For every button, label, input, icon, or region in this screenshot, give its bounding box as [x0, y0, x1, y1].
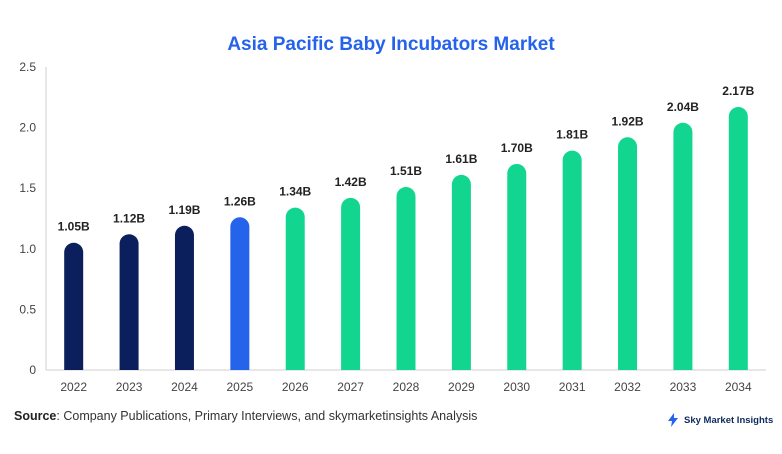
data-label-2030: 1.70B	[501, 141, 533, 155]
bar-2026	[285, 207, 305, 370]
data-label-2025: 1.26B	[224, 194, 256, 208]
x-tick-label-2029: 2029	[448, 380, 475, 394]
bar-2032	[618, 137, 638, 370]
data-label-2024: 1.19B	[168, 203, 200, 217]
data-label-2033: 2.04B	[667, 100, 699, 114]
x-tick-label-2028: 2028	[393, 380, 420, 394]
bar-2028	[396, 186, 416, 370]
data-label-2029: 1.61B	[445, 152, 477, 166]
x-tick-label-2034: 2034	[725, 380, 752, 394]
x-tick-label-2022: 2022	[60, 380, 87, 394]
data-label-2031: 1.81B	[556, 128, 588, 142]
data-label-2032: 1.92B	[612, 114, 644, 128]
data-label-2023: 1.12B	[113, 211, 145, 225]
data-label-2034: 2.17B	[722, 84, 754, 98]
data-label-2027: 1.42B	[335, 175, 367, 189]
bar-2030	[507, 163, 527, 370]
y-tick-label: 2.0	[19, 121, 36, 135]
source-text: : Company Publications, Primary Intervie…	[56, 409, 478, 423]
bar-2024	[174, 225, 194, 370]
bar-2034	[728, 106, 748, 370]
source-label: Source	[14, 409, 57, 423]
lightning-bolt-icon	[668, 413, 678, 427]
brand-logo: Sky Market Insights	[666, 413, 773, 427]
x-tick-label-2026: 2026	[282, 380, 309, 394]
bar-2033	[673, 122, 693, 370]
x-tick-label-2030: 2030	[503, 380, 530, 394]
x-tick-label-2027: 2027	[337, 380, 364, 394]
y-tick-label: 1.0	[19, 242, 36, 256]
bar-2023	[119, 234, 139, 370]
x-tick-label-2024: 2024	[171, 380, 198, 394]
data-label-2022: 1.05B	[58, 220, 90, 234]
x-tick-label-2025: 2025	[226, 380, 253, 394]
chart-title: Asia Pacific Baby Incubators Market	[227, 34, 555, 55]
bar-2025	[230, 217, 250, 370]
source-note: Source: Company Publications, Primary In…	[14, 409, 477, 423]
x-tick-label-2033: 2033	[670, 380, 697, 394]
x-tick-label-2023: 2023	[116, 380, 143, 394]
y-tick-label: 2.5	[19, 60, 36, 74]
brand-name: Sky Market Insights	[684, 414, 774, 426]
bar-2029	[451, 174, 471, 370]
bar-2022	[64, 242, 84, 370]
y-tick-label: 0.5	[19, 302, 36, 316]
x-tick-label-2031: 2031	[559, 380, 586, 394]
bar-2027	[341, 197, 361, 370]
data-label-2028: 1.51B	[390, 164, 422, 178]
x-tick-label-2032: 2032	[614, 380, 641, 394]
bar-2031	[562, 150, 582, 370]
y-tick-label: 1.5	[19, 181, 36, 195]
data-label-2026: 1.34B	[279, 185, 311, 199]
y-tick-label: 0	[29, 363, 36, 377]
